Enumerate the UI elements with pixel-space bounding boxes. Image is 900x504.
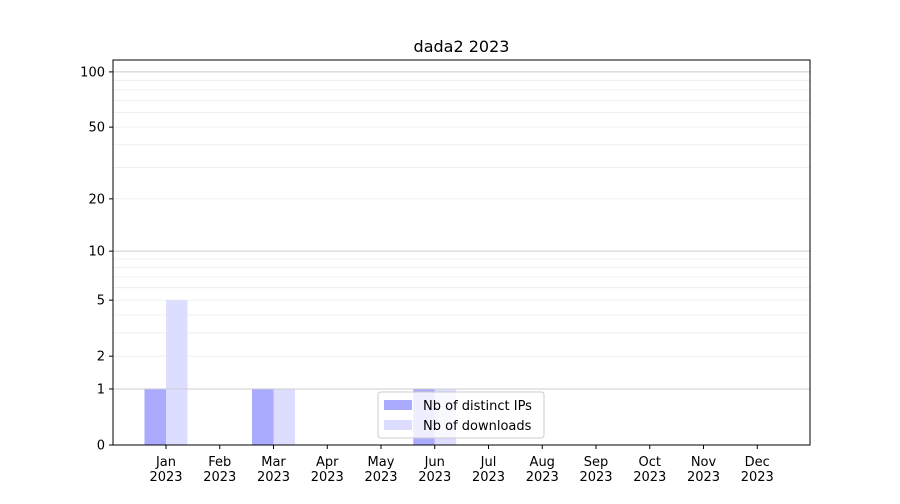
legend: Nb of distinct IPs Nb of downloads bbox=[377, 391, 545, 439]
y-tick-label: 10 bbox=[88, 245, 105, 260]
y-tick-label: 0 bbox=[97, 439, 105, 454]
legend-label: Nb of downloads bbox=[423, 419, 532, 434]
y-tick-label: 5 bbox=[97, 294, 105, 309]
plot-frame bbox=[112, 59, 811, 446]
x-tick-label: Nov 2023 bbox=[687, 455, 720, 485]
x-tick-label: Dec 2023 bbox=[741, 455, 774, 485]
legend-box bbox=[377, 391, 545, 439]
x-tick-label: Oct 2023 bbox=[633, 455, 666, 485]
y-tick-label: 100 bbox=[80, 65, 105, 80]
x-tick-label: Aug 2023 bbox=[526, 455, 559, 485]
x-tick-label: Jul 2023 bbox=[472, 455, 505, 485]
chart-title: dada2 2023 bbox=[414, 37, 510, 56]
bar-downloads bbox=[166, 300, 188, 445]
x-tick-label: May 2023 bbox=[364, 455, 397, 485]
bar-distinct-ips bbox=[252, 388, 274, 445]
legend-swatch bbox=[384, 400, 412, 410]
y-tick-label: 50 bbox=[88, 121, 105, 136]
legend-label: Nb of distinct IPs bbox=[423, 399, 532, 414]
x-tick-label: Mar 2023 bbox=[257, 455, 290, 485]
bar-distinct-ips bbox=[144, 388, 166, 445]
axes: 0 1 2 5 10 20 50 100 Jan 2023 Feb 2023 Mar 2023 Apr 202… bbox=[80, 59, 811, 485]
grid bbox=[113, 71, 810, 390]
x-tick-label: Apr 2023 bbox=[311, 455, 344, 485]
bar-downloads bbox=[273, 388, 295, 445]
x-tick-label: Jan 2023 bbox=[149, 455, 182, 485]
x-tick-label: Feb 2023 bbox=[203, 455, 236, 485]
x-tick-label: Sep 2023 bbox=[579, 455, 612, 485]
legend-swatch bbox=[384, 420, 412, 430]
y-tick-label: 20 bbox=[88, 192, 105, 207]
y-tick-label: 2 bbox=[97, 350, 105, 365]
x-tick-label: Jun 2023 bbox=[418, 455, 451, 485]
y-tick-label: 1 bbox=[97, 382, 105, 397]
